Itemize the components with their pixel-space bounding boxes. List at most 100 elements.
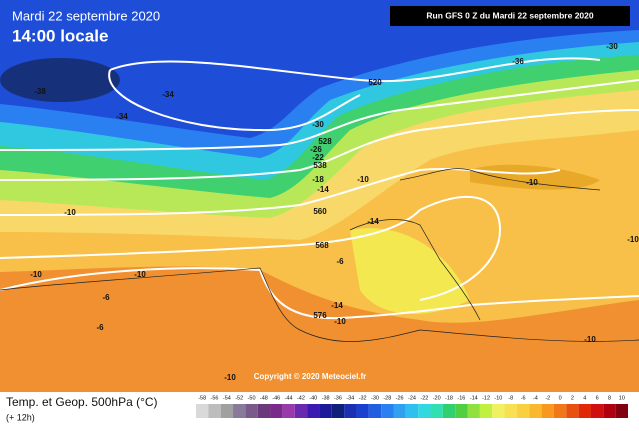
legend-label: -2: [545, 395, 550, 401]
legend-swatch: [270, 404, 283, 418]
legend-label: -30: [371, 395, 379, 401]
legend-swatch: [368, 404, 382, 418]
yellow-core: [350, 228, 470, 314]
contour-label: -6: [102, 293, 110, 302]
legend-label: -40: [309, 395, 317, 401]
legend-label: -36: [334, 395, 342, 401]
legend-label: -34: [346, 395, 354, 401]
contour-label: -34: [162, 90, 174, 99]
legend-label: -54: [223, 395, 231, 401]
contour-label: -10: [584, 335, 596, 344]
contour-label: -30: [312, 120, 324, 129]
legend-label: -42: [297, 395, 305, 401]
legend-swatch: [344, 404, 357, 418]
contour-label: -26: [310, 145, 322, 154]
legend-label: 8: [608, 395, 611, 401]
legend-swatch: [553, 404, 567, 418]
warm-pocket: [470, 164, 600, 190]
legend-label: 6: [596, 395, 599, 401]
legend-swatch: [282, 404, 295, 418]
legend-swatch: [356, 404, 369, 418]
run-info: Run GFS 0 Z du Mardi 22 septembre 2020: [426, 10, 593, 20]
contour-label: -6: [336, 257, 344, 266]
contour-label: -22: [312, 153, 324, 162]
run-box: [390, 6, 630, 26]
contour-label: -36: [512, 57, 524, 66]
legend-swatch: [257, 404, 271, 418]
date: Mardi 22 septembre 2020: [12, 8, 160, 23]
legend-swatch: [307, 404, 320, 418]
contour-label: -10: [134, 270, 146, 279]
legend-label: 2: [571, 395, 574, 401]
legend-label: -10: [494, 395, 502, 401]
legend-label: -26: [396, 395, 404, 401]
contour-label: -14: [367, 217, 379, 226]
legend-swatch: [196, 404, 209, 418]
legend-swatch: [208, 404, 221, 418]
contour-labels: -38 -34-34-30520-30-36528-26-22538-18-14-…: [30, 42, 639, 382]
contour-label: -10: [334, 317, 346, 326]
contour-label: -6: [96, 323, 104, 332]
legend-swatch: [492, 404, 505, 418]
copyright: Copyright © 2020 Meteociel.fr: [254, 372, 367, 381]
contour-label: -38: [34, 87, 46, 96]
legend-label: -6: [521, 395, 526, 401]
legend-label: -24: [408, 395, 416, 401]
legend-swatch: [405, 404, 419, 418]
legend-label: -58: [198, 395, 206, 401]
legend-label: -38: [322, 395, 330, 401]
legend-label: -48: [260, 395, 268, 401]
contour-label: -18: [312, 175, 324, 184]
legend-swatch: [504, 404, 517, 418]
contour-label: -10: [30, 270, 42, 279]
contour-label: -10: [64, 208, 76, 217]
legend-label: -56: [211, 395, 219, 401]
contour-label: 560: [313, 207, 327, 216]
legend-label: 10: [619, 395, 625, 401]
legend-swatch: [529, 404, 542, 418]
legend-label: -20: [433, 395, 441, 401]
footer-step: (+ 12h): [6, 412, 35, 422]
legend-swatch: [603, 404, 616, 418]
legend-label: -46: [272, 395, 280, 401]
legend-swatch: [578, 404, 591, 418]
contour-label: -10: [526, 178, 538, 187]
contour-label: -30: [606, 42, 618, 51]
cold-core: [0, 58, 120, 102]
legend-label: -50: [248, 395, 256, 401]
legend-swatch: [467, 404, 480, 418]
legend-swatch: [566, 404, 579, 418]
legend-swatch: [331, 404, 345, 418]
coastlines: [0, 168, 639, 342]
contour-label: 568: [315, 241, 329, 250]
legend-swatch: [418, 404, 431, 418]
legend-label: -28: [383, 395, 391, 401]
map: -38 -34-34-30520-30-36528-26-22538-18-14-…: [0, 0, 639, 392]
legend-label: -12: [482, 395, 490, 401]
contour-label: -10: [627, 235, 639, 244]
footer-title: Temp. et Geop. 500hPa (°C): [6, 395, 158, 409]
legend-label: -52: [235, 395, 243, 401]
legend-label: -44: [285, 395, 293, 401]
color-legend: -58 -56 -54 -52 -50 -48 -46 -44 -42 -40 -38 -36 -34-…: [196, 395, 628, 418]
blue-region: [0, 0, 639, 138]
legend-label: -22: [420, 395, 428, 401]
contour-label: 520: [368, 78, 382, 87]
legend-swatch: [381, 404, 394, 418]
legend-label: -18: [445, 395, 453, 401]
contour-label: -34: [116, 112, 128, 121]
legend-label: -4: [533, 395, 538, 401]
legend-swatch: [393, 404, 406, 418]
contour-label: 528: [318, 137, 332, 146]
legend-swatch: [220, 404, 234, 418]
legend-swatch: [541, 404, 554, 418]
legend-swatch: [430, 404, 443, 418]
legend-swatch: [233, 404, 246, 418]
legend-label: -16: [457, 395, 465, 401]
legend-swatch: [245, 404, 258, 418]
legend-swatch: [479, 404, 493, 418]
time: 14:00 locale: [12, 26, 108, 45]
contour-label: 576: [313, 311, 327, 320]
contour-label: -10: [224, 373, 236, 382]
